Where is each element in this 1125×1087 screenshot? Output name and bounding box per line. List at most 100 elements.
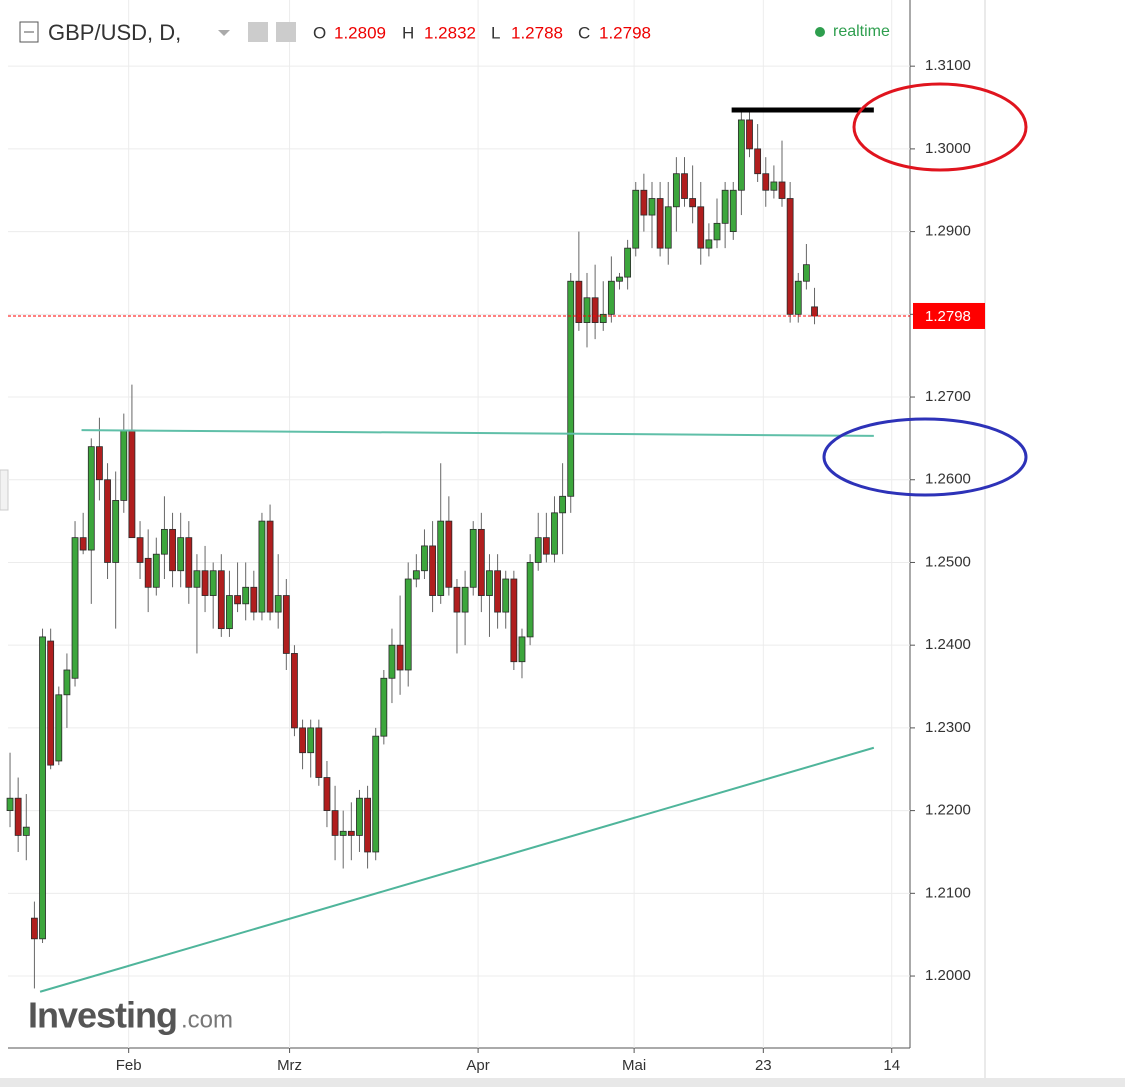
candle-body (445, 520, 453, 588)
highlight-ellipse (822, 417, 1028, 497)
x-tick-label: Apr (466, 1057, 489, 1074)
status: realtime (833, 23, 890, 40)
status-dot (815, 27, 825, 37)
candle-body (169, 528, 176, 572)
candle-body (510, 578, 518, 663)
candle-body (177, 537, 185, 572)
candle-body (656, 198, 664, 249)
candle-body (104, 479, 111, 563)
candle-body (624, 247, 632, 278)
candle-body (802, 264, 810, 282)
y-tick-label: 1.3100 (925, 57, 971, 74)
candle-body (307, 727, 315, 754)
candle-body (721, 189, 729, 224)
candle-body (664, 206, 672, 249)
candle-body (672, 173, 680, 208)
high-label: H (402, 23, 414, 42)
dropdown-arrow[interactable] (218, 30, 230, 36)
eye-icon[interactable] (248, 22, 268, 42)
plot-area: 1.2000 1.2100 1.2200 1.2300 1.2400 1.2500 1.26… (6, 0, 971, 1074)
header: GBP/USD, D, O 1.2809 H 1.2832 L 1.2788 C… (19, 20, 890, 45)
candle-body (421, 545, 428, 572)
candle-body (96, 446, 103, 481)
candle-body (542, 537, 550, 555)
candle-body (356, 797, 363, 836)
low-value: 1.2788 (511, 23, 563, 42)
close-value: 1.2798 (599, 23, 651, 42)
candle-body (364, 797, 371, 853)
candle-body (185, 537, 193, 588)
candle-body (786, 198, 794, 315)
candle-body (616, 276, 623, 282)
candle-body (209, 570, 217, 596)
candle-body (681, 173, 688, 199)
candle-body (71, 537, 79, 679)
candle-body (347, 830, 355, 836)
candle-body (120, 429, 128, 501)
candle-body (226, 595, 233, 630)
candle-body (193, 570, 201, 588)
candle-body (152, 553, 160, 588)
candle-body (128, 429, 136, 539)
candle-body (250, 586, 258, 613)
candle-body (502, 578, 510, 613)
candle-body (729, 189, 737, 233)
trend-line (81, 429, 874, 437)
candle-body (242, 586, 250, 605)
y-tick-label: 1.2900 (925, 223, 971, 240)
candle-body (14, 797, 22, 836)
candle-body (437, 520, 445, 596)
watermark-suffix: .com (181, 1006, 233, 1033)
settings-icon[interactable] (276, 22, 296, 42)
candle-body (6, 797, 14, 812)
candle-body (754, 148, 762, 175)
candle-body (291, 653, 298, 729)
candle-body (648, 198, 656, 216)
x-tick-label: Mai (622, 1057, 646, 1074)
candle-body (274, 595, 282, 613)
candle-body (217, 570, 225, 630)
last-price-label: 1.2798 (925, 308, 971, 325)
x-tick-label: 23 (755, 1057, 772, 1074)
candle-body (136, 537, 144, 563)
candle-body (79, 537, 87, 551)
candle-body (299, 727, 306, 754)
candle-body (794, 280, 802, 315)
candle-body (266, 520, 274, 613)
y-tick-label: 1.2700 (925, 388, 971, 405)
candle-body (640, 189, 648, 216)
candle-body (315, 727, 323, 778)
y-tick-label: 1.2500 (925, 553, 971, 570)
last-price-tag (913, 302, 985, 329)
side-tab[interactable] (0, 469, 9, 511)
candle-body (22, 826, 30, 836)
trend-line (39, 746, 875, 993)
candle-body (469, 528, 477, 588)
candle-body (486, 570, 493, 596)
y-tick-label: 1.2600 (925, 471, 971, 488)
candle-body (762, 173, 770, 191)
watermark-brand: Investing (28, 995, 177, 1036)
candle-body (494, 570, 501, 613)
candle-body (331, 810, 339, 836)
candle-body (575, 280, 583, 323)
x-tick-label: Mrz (277, 1057, 302, 1074)
candle-body (811, 306, 818, 317)
candle-body (282, 595, 290, 654)
y-tick-label: 1.2000 (925, 967, 971, 984)
y-tick-label: 1.2400 (925, 636, 971, 653)
candle-body (234, 595, 241, 605)
bottom-strip (0, 1078, 1125, 1087)
candle-body (770, 181, 778, 191)
candle-body (567, 280, 575, 497)
candle-body (55, 694, 63, 762)
candle-body (461, 586, 469, 613)
candle-body (258, 520, 266, 613)
candle-body (63, 669, 71, 696)
x-tick-label: 14 (883, 1057, 900, 1074)
candle-body (339, 830, 347, 836)
candle-body (201, 570, 209, 596)
candle-body (737, 119, 745, 191)
